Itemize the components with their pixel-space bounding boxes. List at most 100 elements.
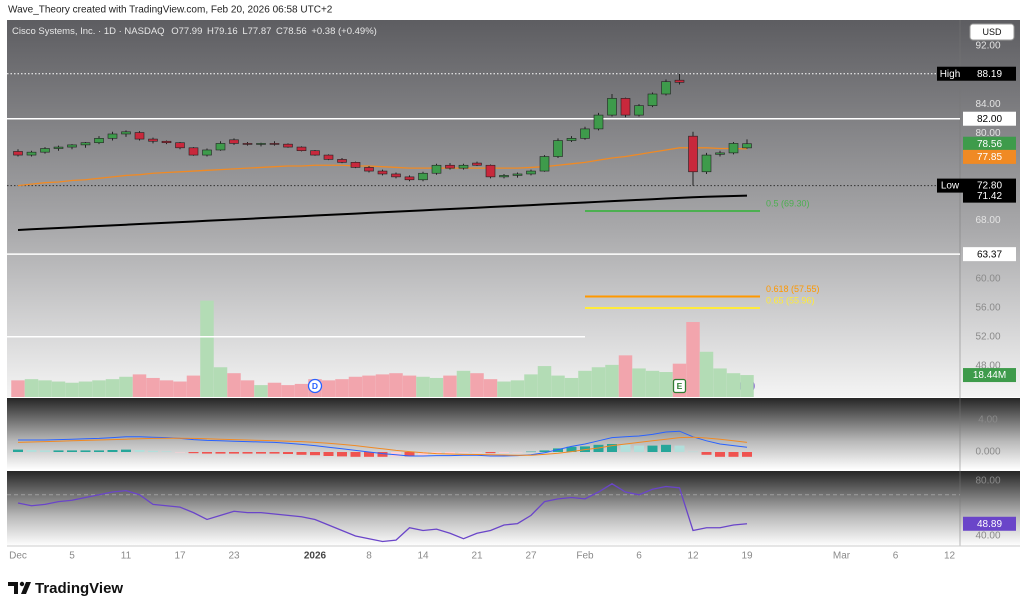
macd-histogram (553, 448, 563, 452)
volume-bar (78, 381, 93, 397)
volume-bar (132, 374, 147, 397)
h-label: H (207, 26, 214, 37)
y-tick-label: 68.00 (975, 215, 1000, 226)
volume-bar (227, 373, 241, 397)
volume-bar (321, 380, 336, 397)
volume-bar (659, 372, 673, 397)
level-badge (963, 66, 1016, 81)
x-tick-label: Dec (9, 551, 27, 562)
macd-histogram (674, 445, 685, 452)
candle-body (418, 172, 428, 181)
volume-bar (348, 376, 363, 397)
caption: Wave_Theory created with TradingView.com… (8, 5, 333, 16)
level-value: 88.19 (977, 69, 1002, 80)
macd-histogram (391, 452, 401, 457)
level-badge (963, 111, 1016, 126)
macd-histogram (80, 450, 91, 452)
candle-body (269, 143, 280, 145)
currency-badge[interactable] (969, 23, 1015, 41)
ma-value-badge (963, 149, 1016, 164)
macd-histogram (40, 450, 50, 452)
candle-body (175, 142, 185, 149)
volume-bar (146, 377, 160, 397)
rsi-tick-label: 40.00 (975, 531, 1000, 542)
legend: Cisco Systems, Inc. · 1D · NASDAQ O77.99… (12, 26, 377, 37)
rsi-value-badge (963, 516, 1016, 531)
volume-bar (443, 375, 457, 397)
volume-bar (375, 374, 390, 397)
volume-bar (51, 381, 66, 397)
candle-body (512, 173, 523, 176)
candle-body (539, 156, 550, 172)
candle-body (431, 164, 442, 174)
volume-value-badge (963, 368, 1016, 383)
candle-body (661, 81, 671, 95)
x-tick-label: 6 (893, 551, 899, 562)
candle-body (134, 132, 145, 140)
macd-histogram (404, 452, 415, 457)
macd-histogram (148, 450, 158, 452)
volume-bar (497, 381, 511, 397)
volume-bar (92, 380, 106, 397)
volume-bar (483, 379, 498, 397)
candle-body (188, 147, 199, 156)
candle-body (350, 162, 361, 168)
c-label: C (276, 26, 283, 37)
volume-bar (38, 380, 52, 397)
logo-dot (19, 581, 25, 587)
volume-bar (65, 382, 79, 397)
fib-label: 0.65 (55.96) (766, 295, 815, 305)
x-tick-label: 23 (228, 551, 240, 562)
macd-tick-label: 0.000 (975, 447, 1000, 458)
candle-body (526, 170, 536, 175)
x-tick-label: 19 (741, 551, 753, 562)
volume-bar (281, 385, 295, 397)
volume-bar (564, 377, 579, 397)
fib-label: 0.618 (57.55) (766, 284, 820, 294)
currency: USD (982, 27, 1002, 37)
event-marker (307, 378, 323, 394)
c-value: 78.56 (283, 26, 307, 37)
volume-bar (456, 370, 471, 397)
macd-pane (7, 398, 1020, 470)
macd-histogram (526, 451, 536, 453)
macd-histogram (499, 452, 509, 453)
h-value: 79.16 (214, 26, 238, 37)
candle-body (283, 143, 293, 148)
macd-histogram (377, 452, 388, 457)
volume-bar (294, 383, 309, 397)
volume-bar (416, 376, 430, 397)
candle-body (485, 164, 496, 178)
macd-histogram (688, 451, 698, 453)
candle-body (229, 139, 239, 144)
candle-body (310, 150, 320, 156)
volume-bar (173, 381, 187, 397)
volume-bar (578, 370, 592, 397)
ma-value: 71.42 (977, 191, 1002, 202)
ma-value-badge (963, 188, 1016, 203)
rsi-value: 48.89 (977, 519, 1002, 530)
candle-body (472, 162, 482, 166)
volume-bar (740, 375, 754, 397)
macd-histogram (364, 452, 374, 457)
macd-histogram (242, 452, 253, 454)
candle-body (391, 173, 401, 178)
macd-histogram (337, 452, 347, 457)
macd-histogram (188, 452, 199, 454)
macd-histogram (94, 450, 104, 452)
macd-histogram (647, 445, 658, 452)
candle-body (377, 170, 388, 175)
macd-histogram (418, 452, 428, 456)
volume-bar (537, 366, 552, 397)
volume-bar (632, 368, 646, 397)
o-value: 77.99 (179, 26, 203, 37)
volume-bar (686, 322, 700, 397)
candle-body (593, 114, 604, 130)
candle-body (26, 151, 37, 156)
macd-histogram (107, 450, 118, 452)
fib-label: 0.5 (69.30) (766, 198, 810, 208)
macd-histogram (161, 451, 172, 452)
event-label: E (677, 381, 683, 391)
rsi-tick-label: 80.00 (975, 476, 1000, 487)
